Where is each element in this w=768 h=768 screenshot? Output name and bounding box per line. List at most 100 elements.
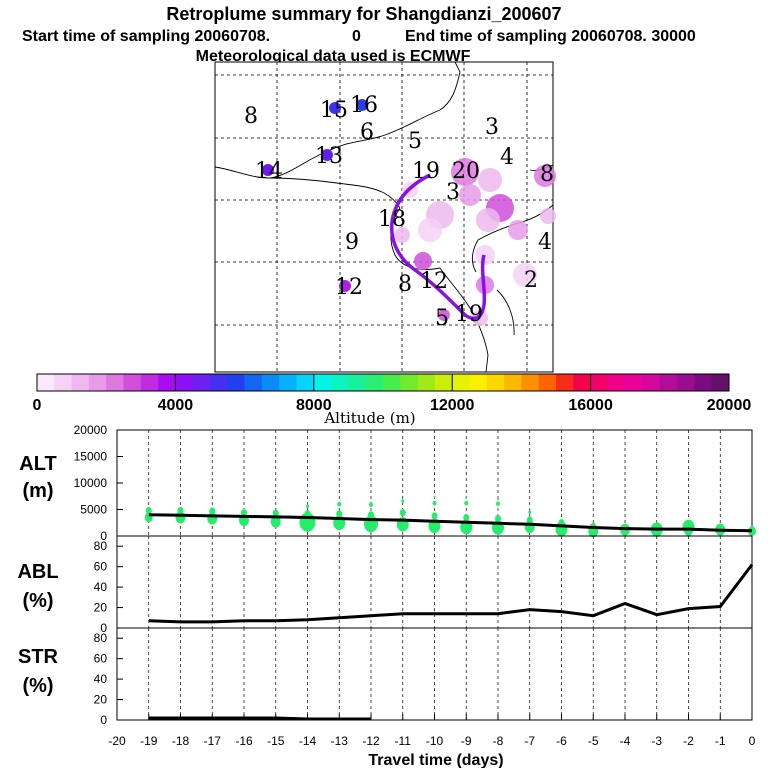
y-tick-label: 20: [94, 601, 108, 615]
y-tick-label: 60: [94, 560, 108, 574]
colorbar-tick-label: 4000: [158, 397, 194, 414]
plume-blob: [508, 220, 528, 240]
panel-label: STR: [18, 646, 59, 668]
end-time-label: End time of sampling 20060708. 30000: [405, 28, 696, 45]
map-day-label: 16: [350, 93, 378, 118]
trajectory-dot: [321, 149, 333, 161]
map-day-label: 8: [398, 272, 412, 297]
colorbar-tick-label: 12000: [430, 397, 475, 414]
data-point: [526, 516, 533, 524]
colorbar-swatch: [642, 374, 661, 391]
colorbar-tick-label: 8000: [296, 397, 332, 414]
map-day-label: 8: [244, 104, 258, 129]
colorbar-swatch: [659, 374, 678, 391]
colorbar-swatch: [331, 374, 349, 391]
panel-label: ABL: [17, 561, 58, 583]
colorbar-swatch: [348, 374, 366, 391]
x-tick-label: -14: [299, 734, 317, 748]
x-tick-label: -10: [426, 734, 444, 748]
colorbar-swatch: [607, 374, 626, 391]
data-point: [495, 514, 501, 523]
colorbar-swatch: [711, 374, 730, 391]
colorbar-swatch: [365, 374, 384, 391]
map-day-label: 14: [255, 159, 283, 184]
panel-label: ALT: [19, 453, 56, 475]
data-point: [241, 509, 247, 517]
data-point: [431, 512, 438, 520]
colorbar-swatch: [296, 374, 315, 391]
time-series-panels: 20000 15000 10000 5000 0 ALT (m) 80 60 40 20 0 ABL (%…: [17, 423, 756, 748]
colorbar-swatch: [400, 374, 418, 391]
data-point: [528, 510, 532, 514]
data-point: [306, 504, 309, 509]
panel-unit-label: (%): [22, 590, 53, 612]
colorbar-swatch: [54, 374, 72, 391]
data-point: [177, 506, 184, 515]
plume-blob: [478, 168, 502, 192]
colorbar-frame: [36, 373, 730, 392]
map-position-markers: [262, 99, 368, 292]
map-day-label: 13: [315, 144, 343, 169]
data-point: [272, 509, 279, 517]
data-point: [432, 500, 437, 506]
median-trajectory-line: [389, 173, 487, 321]
colorbar-tick-labels: 0 4000 8000 12000 16000 20000: [33, 397, 752, 414]
data-point: [306, 489, 309, 493]
plume-blob: [418, 218, 442, 242]
y-tick-label: 20000: [74, 423, 108, 437]
colorbar-swatch: [158, 374, 176, 391]
border-line-2: [269, 177, 401, 209]
colorbar-tick-label: 20000: [707, 397, 752, 414]
data-point: [464, 500, 469, 506]
map-day-label: 12: [335, 275, 363, 300]
y-tick-label: 0: [100, 529, 107, 543]
data-point: [304, 510, 311, 518]
trajectory-dot: [262, 164, 274, 176]
x-axis-title: Travel time (days): [368, 752, 503, 768]
data-point: [337, 501, 342, 507]
colorbar-swatch: [469, 374, 488, 391]
x-tick-label: -11: [395, 734, 412, 748]
x-tick-label: -2: [683, 734, 694, 748]
data-point: [463, 513, 470, 522]
data-point: [209, 507, 216, 515]
colorbar-swatch: [244, 374, 263, 391]
data-point: [496, 501, 500, 507]
plume-blob: [459, 184, 481, 206]
y-tick-label: 80: [94, 539, 108, 553]
plume-blob: [414, 252, 432, 270]
series-line: [148, 563, 754, 624]
x-axis: -20 -19 -18 -17 -16 -15 -14 -13 -12 -11 -10 -9 -8 -7-…: [108, 714, 756, 748]
coast-line-5: [496, 289, 515, 336]
plume-blob: [438, 309, 450, 321]
coast-line-2: [439, 267, 489, 373]
map-day-label: 6: [360, 120, 374, 145]
x-tick-label: -18: [172, 734, 190, 748]
colorbar-swatch: [504, 374, 522, 391]
colorbar-swatch: [106, 374, 124, 391]
data-point: [145, 506, 152, 515]
map-day-label: 4: [500, 145, 514, 170]
data-point: [368, 511, 374, 519]
altitude-colorbar: [36, 373, 730, 392]
met-data-label: Meteorological data used is ECMWF: [196, 48, 471, 65]
data-point: [465, 496, 468, 500]
start-time-label: Start time of sampling 20060708.: [22, 28, 270, 45]
trajectory-dot: [329, 102, 341, 114]
x-tick-label: -13: [331, 734, 349, 748]
colorbar-swatch: [140, 374, 159, 391]
start-time-value: 0: [352, 28, 361, 45]
colorbar-swatch: [486, 374, 505, 391]
colorbar-swatch: [417, 374, 436, 391]
panel-str: 80 60 40 20 0 STR (%): [18, 627, 753, 727]
plume-blob: [476, 208, 500, 232]
panel-unit-label: (%): [22, 675, 53, 697]
plume-blob: [513, 263, 537, 287]
y-tick-label: 10000: [74, 476, 108, 490]
y-tick-label: 20: [94, 693, 108, 707]
map-day-label: 4: [538, 230, 552, 255]
data-point: [497, 497, 499, 501]
colorbar-swatch: [521, 374, 539, 391]
y-tick-label: 0: [100, 713, 107, 727]
